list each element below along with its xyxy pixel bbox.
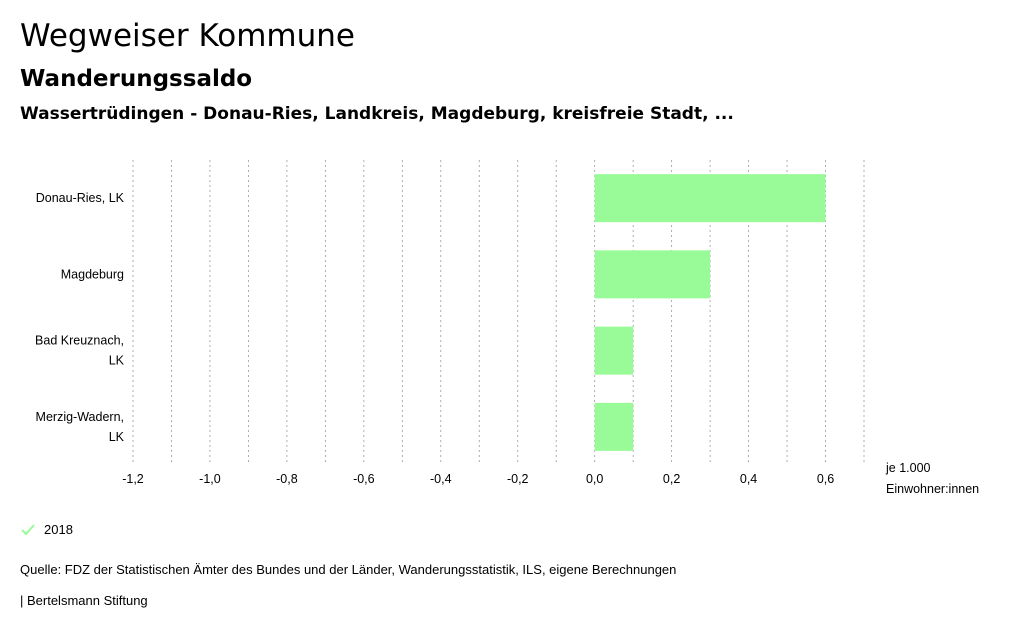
bar[interactable] [594, 326, 634, 375]
x-tick-label: -0,4 [430, 472, 452, 486]
unit-label-line1: je 1.000 [885, 461, 931, 475]
x-tick-label: 0,6 [817, 472, 834, 486]
x-tick-label: 0,2 [663, 472, 680, 486]
x-tick-label: 0,0 [586, 472, 603, 486]
x-tick-label: -0,8 [276, 472, 298, 486]
category-label: Bad Kreuznach, [35, 334, 124, 348]
page-title: Wegweiser Kommune [20, 18, 355, 54]
bar[interactable] [594, 250, 711, 299]
bar-chart: Donau-Ries, LK Magdeburg Bad Kreuznach, LK M… [35, 160, 979, 496]
x-tick-labels: -1,2 -1,0 -0,8 -0,6 -0,4 -0,2 0,0 0,2 0,4 0,6 [122, 472, 834, 486]
category-label: LK [109, 354, 125, 368]
unit-label-line2: Einwohner:innen [886, 482, 979, 496]
category-label: Donau-Ries, LK [36, 191, 125, 205]
checkmark-icon [21, 523, 35, 535]
source-text: Quelle: FDZ der Statistischen Ämter des … [20, 562, 677, 577]
category-label: Magdeburg [61, 267, 124, 281]
chart-subtitle: Wanderungssaldo [20, 66, 253, 92]
region-title: Wassertrüdingen - Donau-Ries, Landkreis,… [20, 104, 734, 124]
x-tick-label: -0,2 [507, 472, 529, 486]
category-labels: Donau-Ries, LK Magdeburg Bad Kreuznach, LK M… [35, 191, 125, 444]
x-tick-label: 0,4 [740, 472, 757, 486]
bar[interactable] [594, 174, 826, 223]
x-tick-label: -1,0 [199, 472, 221, 486]
legend-label: 2018 [44, 522, 73, 537]
bar[interactable] [594, 402, 634, 451]
bars [594, 174, 826, 451]
x-tick-label: -0,6 [353, 472, 375, 486]
category-label: Merzig-Wadern, [36, 410, 124, 424]
legend[interactable]: 2018 [20, 522, 73, 537]
publisher-text: | Bertelsmann Stiftung [20, 593, 148, 608]
x-tick-label: -1,2 [122, 472, 144, 486]
category-label: LK [109, 430, 125, 444]
